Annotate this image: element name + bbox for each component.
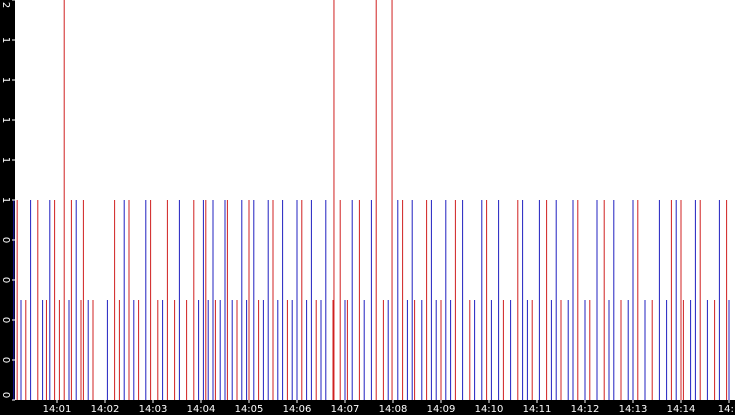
x-tick-label: 14:10 [475, 404, 504, 415]
x-tick-label: 14:08 [379, 404, 408, 415]
y-tick-label: 0 [0, 237, 11, 243]
y-tick-label: 1 [0, 157, 11, 163]
x-tick-label: 14:1 [718, 404, 735, 415]
y-tick-label: 0 [0, 317, 11, 323]
x-tick-label: 14:12 [571, 404, 600, 415]
x-tick-label: 14:02 [91, 404, 120, 415]
x-tick-label: 14:14 [667, 404, 696, 415]
x-tick-label: 14:09 [427, 404, 456, 415]
y-tick-label: 1 [0, 117, 11, 123]
x-tick-label: 14:05 [235, 404, 264, 415]
x-tick-label: 14:04 [187, 404, 216, 415]
y-tick-label: 1 [0, 37, 11, 43]
y-tick-label: 0 [0, 392, 11, 398]
y-tick-label: 1 [0, 77, 11, 83]
x-tick-label: 14:07 [331, 404, 360, 415]
x-tick-label: 14:03 [139, 404, 168, 415]
y-tick-label: 1 [0, 197, 11, 203]
x-tick-label: 14:13 [619, 404, 648, 415]
y-tick-label: 2 [0, 2, 11, 8]
x-axis-band [0, 400, 735, 415]
x-tick-label: 14:11 [523, 404, 552, 415]
y-tick-label: 0 [0, 277, 11, 283]
y-axis-band [0, 0, 15, 415]
x-tick-label: 14:01 [43, 404, 72, 415]
y-tick-label: 0 [0, 357, 11, 363]
x-tick-label: 14:06 [283, 404, 312, 415]
